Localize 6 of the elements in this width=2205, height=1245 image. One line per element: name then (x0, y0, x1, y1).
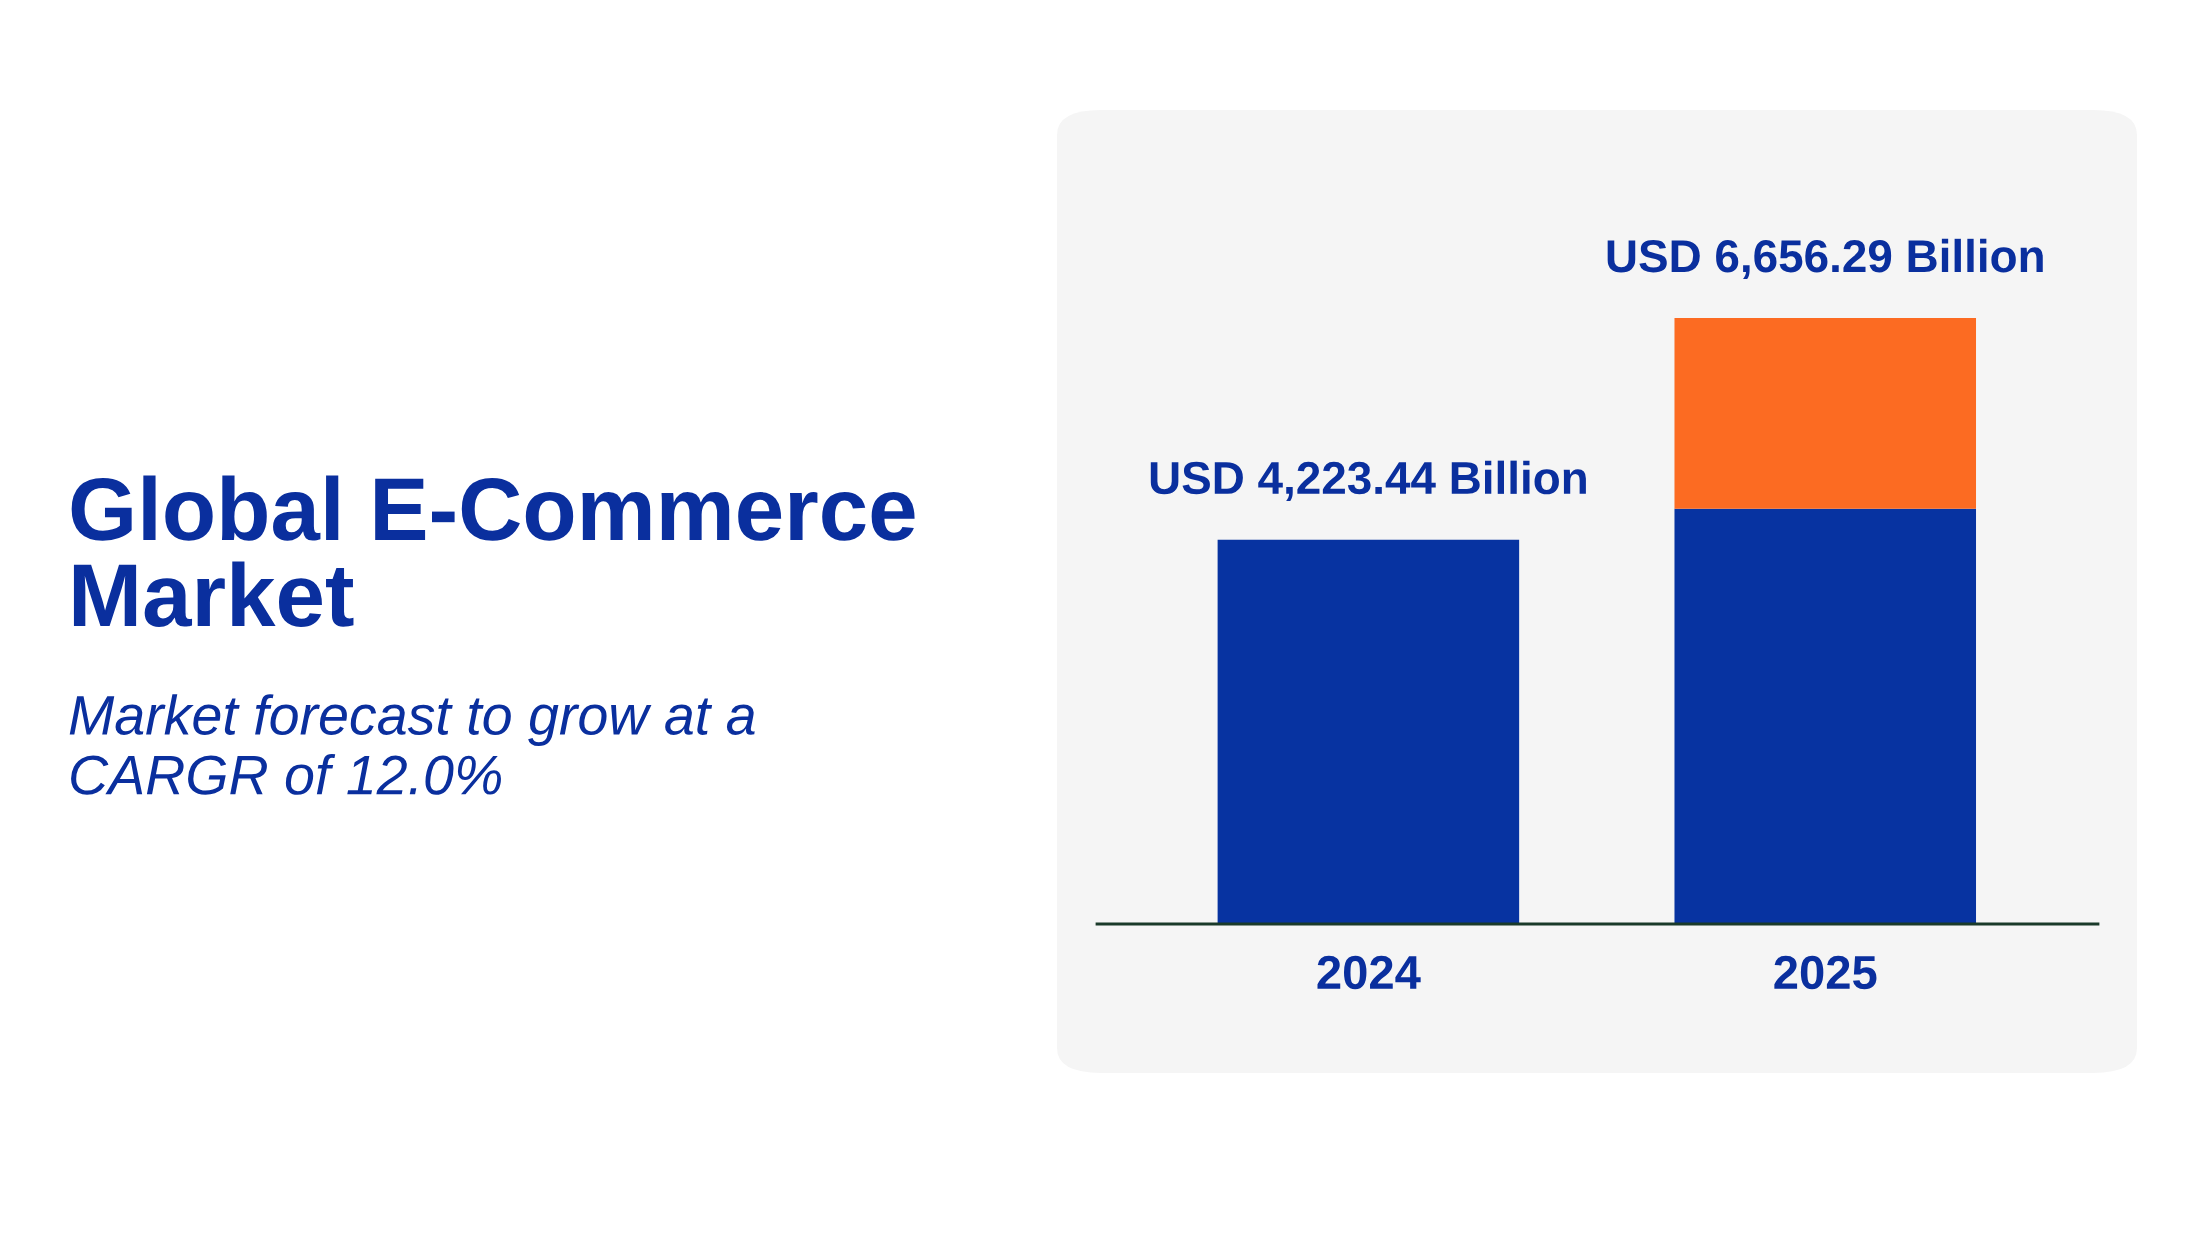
total-label: USD 6,656.29 Billion (1607, 238, 2043, 280)
x-tick-label: 2025 (1774, 955, 1877, 990)
text: Market forecast to grow at a CARGR of 12.0% (69, 694, 755, 795)
text: Global E-Commerce Market (71, 475, 915, 627)
total-label: USD 4,223.44 Billion (1150, 460, 1586, 501)
x-tick-label: 2024 (1317, 955, 1421, 990)
